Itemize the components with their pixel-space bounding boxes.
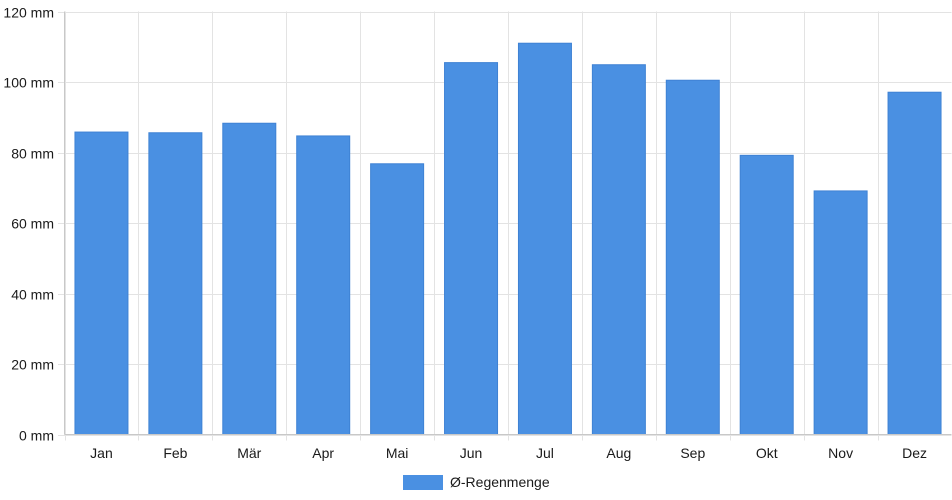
y-tick-label: 60 mm (11, 216, 54, 232)
bar-mai[interactable] (370, 163, 425, 435)
x-tick-label: Sep (680, 445, 705, 461)
legend-swatch[interactable] (403, 475, 443, 490)
x-tick-label: Jan (90, 445, 113, 461)
bar-okt[interactable] (739, 154, 794, 435)
bar-nov[interactable] (813, 190, 868, 435)
bar-jul[interactable] (517, 42, 572, 435)
y-tick-label: 0 mm (19, 428, 54, 444)
x-tick-label: Nov (828, 445, 853, 461)
x-axis-tick-labels: Jan Feb Mär Apr Mai Jun Jul Aug Sep Okt Nov Dez (90, 445, 927, 461)
bar-sep[interactable] (665, 79, 720, 436)
x-tick-label: Apr (312, 445, 334, 461)
x-tick-label: Jun (460, 445, 483, 461)
axes (64, 11, 952, 435)
bar-jan[interactable] (74, 131, 129, 435)
x-tick-label: Okt (756, 445, 778, 461)
y-tick-label: 40 mm (11, 287, 54, 303)
y-tick-label: 80 mm (11, 146, 54, 162)
bar-dez[interactable] (887, 91, 942, 435)
bar-jun[interactable] (444, 62, 499, 436)
bar-series (74, 42, 942, 436)
bar-mär[interactable] (222, 122, 277, 436)
x-tick-label: Feb (163, 445, 187, 461)
y-tick-label: 20 mm (11, 357, 54, 373)
x-tick-label: Aug (606, 445, 631, 461)
x-tick-label: Dez (902, 445, 927, 461)
x-tick-label: Mär (237, 445, 261, 461)
bar-aug[interactable] (591, 64, 646, 435)
grid-lines (58, 11, 952, 441)
x-tick-label: Jul (536, 445, 554, 461)
y-tick-label: 100 mm (3, 75, 54, 91)
y-axis-tick-labels: 0 mm 20 mm 40 mm 60 mm 80 mm 100 mm 120 mm (3, 5, 54, 444)
x-tick-label: Mai (386, 445, 409, 461)
y-tick-label: 120 mm (3, 5, 54, 21)
legend[interactable]: Ø-Regenmenge (403, 474, 550, 490)
bar-apr[interactable] (296, 135, 351, 435)
legend-label[interactable]: Ø-Regenmenge (450, 474, 550, 490)
bar-feb[interactable] (148, 132, 203, 435)
